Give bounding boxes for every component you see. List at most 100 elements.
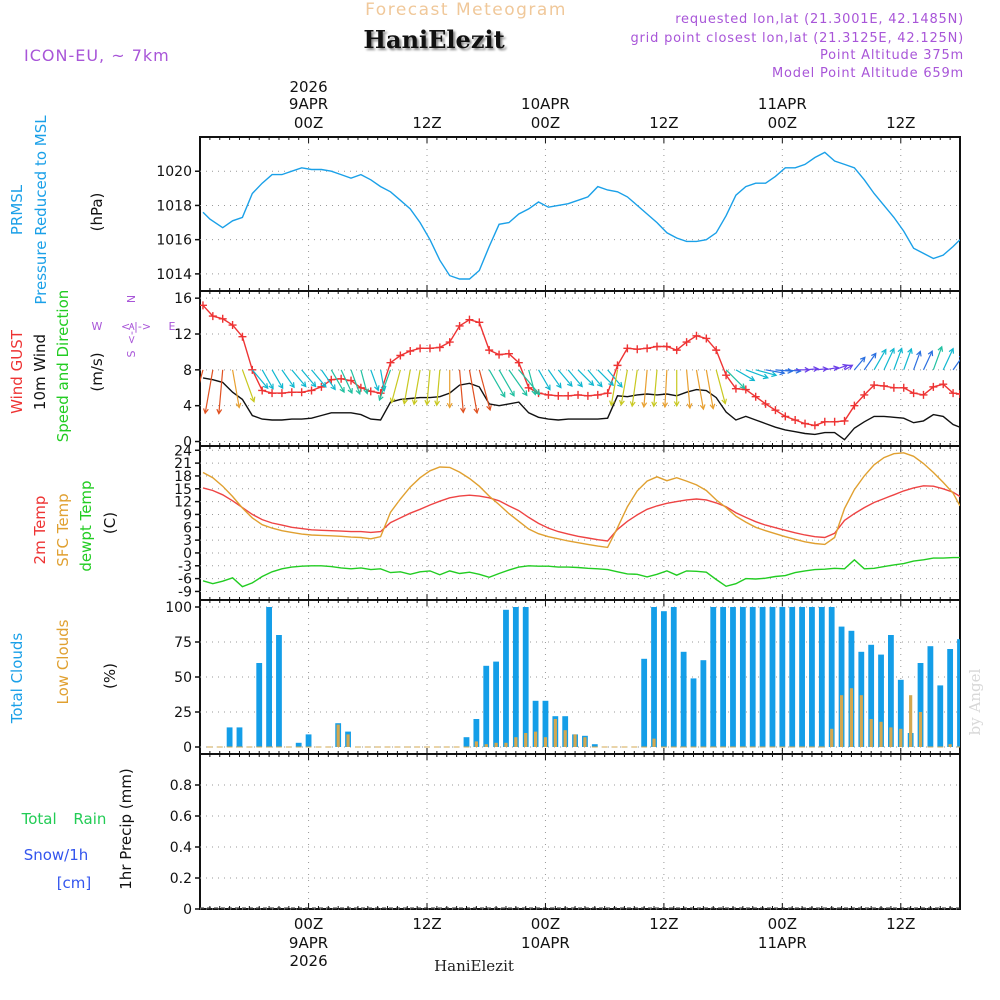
top-time-label: 11APR — [758, 95, 807, 113]
gust-marker — [277, 389, 286, 398]
wind-arrow-head — [871, 352, 877, 359]
y-tick-label: 12 — [174, 495, 192, 511]
total-cloud-bar — [888, 635, 894, 747]
total-cloud-bar — [256, 663, 263, 747]
wind-arrow-head — [320, 381, 327, 388]
gust-marker — [406, 347, 415, 356]
y-tick-label: 16 — [174, 291, 192, 307]
wind-arrow — [577, 369, 594, 386]
gust-marker — [435, 343, 444, 352]
gust-marker — [801, 419, 810, 428]
wind-arrow-head — [446, 402, 453, 409]
wind-arrow-head — [389, 397, 396, 404]
compass-w: W — [92, 320, 103, 333]
gust-marker — [692, 331, 701, 340]
gust-marker — [307, 386, 316, 395]
wind-arrow — [218, 369, 224, 414]
panel-4: 0 0.2 0.4 0.6 0.8 — [170, 753, 961, 918]
wind-arrow-head — [686, 403, 693, 410]
wind-arrow-head — [380, 385, 387, 392]
wind-arrow — [631, 369, 638, 407]
total-cloud-bar — [680, 651, 687, 747]
wind-arrow — [488, 369, 506, 398]
wind-arrow-head — [268, 383, 274, 390]
wind-arrow — [893, 348, 903, 371]
wind-arrow — [620, 369, 628, 405]
gust-marker — [228, 321, 237, 330]
wind-arrow — [200, 369, 204, 384]
wind-arrow-head — [363, 388, 369, 395]
panels: 1014101610181020048121624211815129630-3-… — [156, 136, 961, 918]
wind-arrow — [804, 368, 818, 371]
wind-arrow — [231, 369, 240, 408]
wind-arrow-head — [473, 408, 480, 415]
top-time-label: 00Z — [531, 114, 560, 132]
temperature-labels: 2m Temp SFC Temp dewpt Temp (C) — [31, 480, 119, 571]
gust-marker — [465, 315, 474, 324]
cloud-label-low: Low Clouds — [54, 619, 72, 704]
total-cloud-bar — [818, 607, 825, 747]
y-tick-label: 75 — [174, 635, 192, 651]
wind-arrow-head — [813, 366, 820, 372]
total-cloud-bar — [878, 654, 884, 747]
wind-arrow — [538, 369, 551, 390]
y-tick-label: 1016 — [156, 233, 192, 249]
total-cloud-bar — [690, 678, 697, 747]
wind-labels: Wind GUST 10m Wind Speed and Direction (… — [8, 290, 176, 443]
low-cloud-bar — [918, 712, 923, 747]
wind-arrow — [403, 369, 411, 404]
wind-arrow — [508, 369, 528, 396]
gust-marker — [722, 371, 731, 380]
wind-arrow-head — [567, 381, 573, 388]
wind-direction-arrows — [200, 345, 960, 415]
y-tick-label: 25 — [174, 705, 192, 721]
wind-arrow-head — [534, 389, 541, 396]
model-altitude: Model Point Altitude 659m — [772, 66, 964, 81]
wind-arrow — [664, 369, 668, 407]
gust-marker — [633, 345, 642, 354]
wind-arrow — [705, 369, 714, 409]
panel-frame — [199, 445, 961, 601]
low-cloud-bar — [849, 688, 854, 747]
wind-arrow — [291, 369, 307, 387]
wind-arrow-head — [699, 404, 706, 411]
wind-arrow — [391, 369, 401, 403]
wind-arrow — [271, 369, 284, 389]
wind-arrow — [251, 369, 269, 389]
total-cloud-bar — [532, 700, 539, 747]
wind-arrow — [755, 369, 777, 376]
gust-marker — [662, 342, 671, 351]
y-tick-label: 0 — [183, 740, 192, 756]
wind-arrow — [567, 369, 583, 387]
top-time-label: 12Z — [649, 114, 678, 132]
wind-arrow-head — [709, 403, 716, 410]
total-cloud-bar — [660, 611, 667, 747]
requested-coords: requested lon,lat (21.3001E, 42.1485N) — [675, 12, 964, 27]
gust-marker — [208, 312, 217, 321]
total-cloud-bar — [927, 646, 934, 747]
gust-marker — [475, 318, 484, 327]
wind-arrow — [695, 369, 704, 410]
gust-marker — [425, 344, 434, 353]
wind-arrow-head — [235, 402, 242, 409]
gust-marker — [564, 391, 573, 400]
total-cloud-bar — [730, 607, 736, 747]
y-tick-label: 0 — [183, 435, 192, 451]
wind-arrow — [653, 369, 658, 407]
low-cloud-bar — [346, 734, 350, 747]
total-cloud-bar — [897, 679, 904, 747]
wind-arrow — [883, 348, 895, 371]
pressure-label-msl: Pressure Reduced to MSL — [32, 115, 50, 305]
gust-marker — [258, 386, 267, 395]
gust-marker — [593, 390, 602, 399]
total-cloud-bar — [542, 700, 549, 747]
compass-n: N — [125, 295, 138, 303]
total-cloud-bar — [799, 607, 805, 747]
wind-arrow-head — [721, 398, 728, 405]
gust-marker — [899, 383, 908, 392]
wind-arrow — [468, 369, 478, 414]
bottom-time-label: 12Z — [886, 915, 915, 933]
panel-1: 0 4 8 12 16 — [174, 290, 961, 451]
total-cloud-bar — [720, 607, 727, 747]
precip-label-rain: Total Rain — [21, 810, 107, 828]
